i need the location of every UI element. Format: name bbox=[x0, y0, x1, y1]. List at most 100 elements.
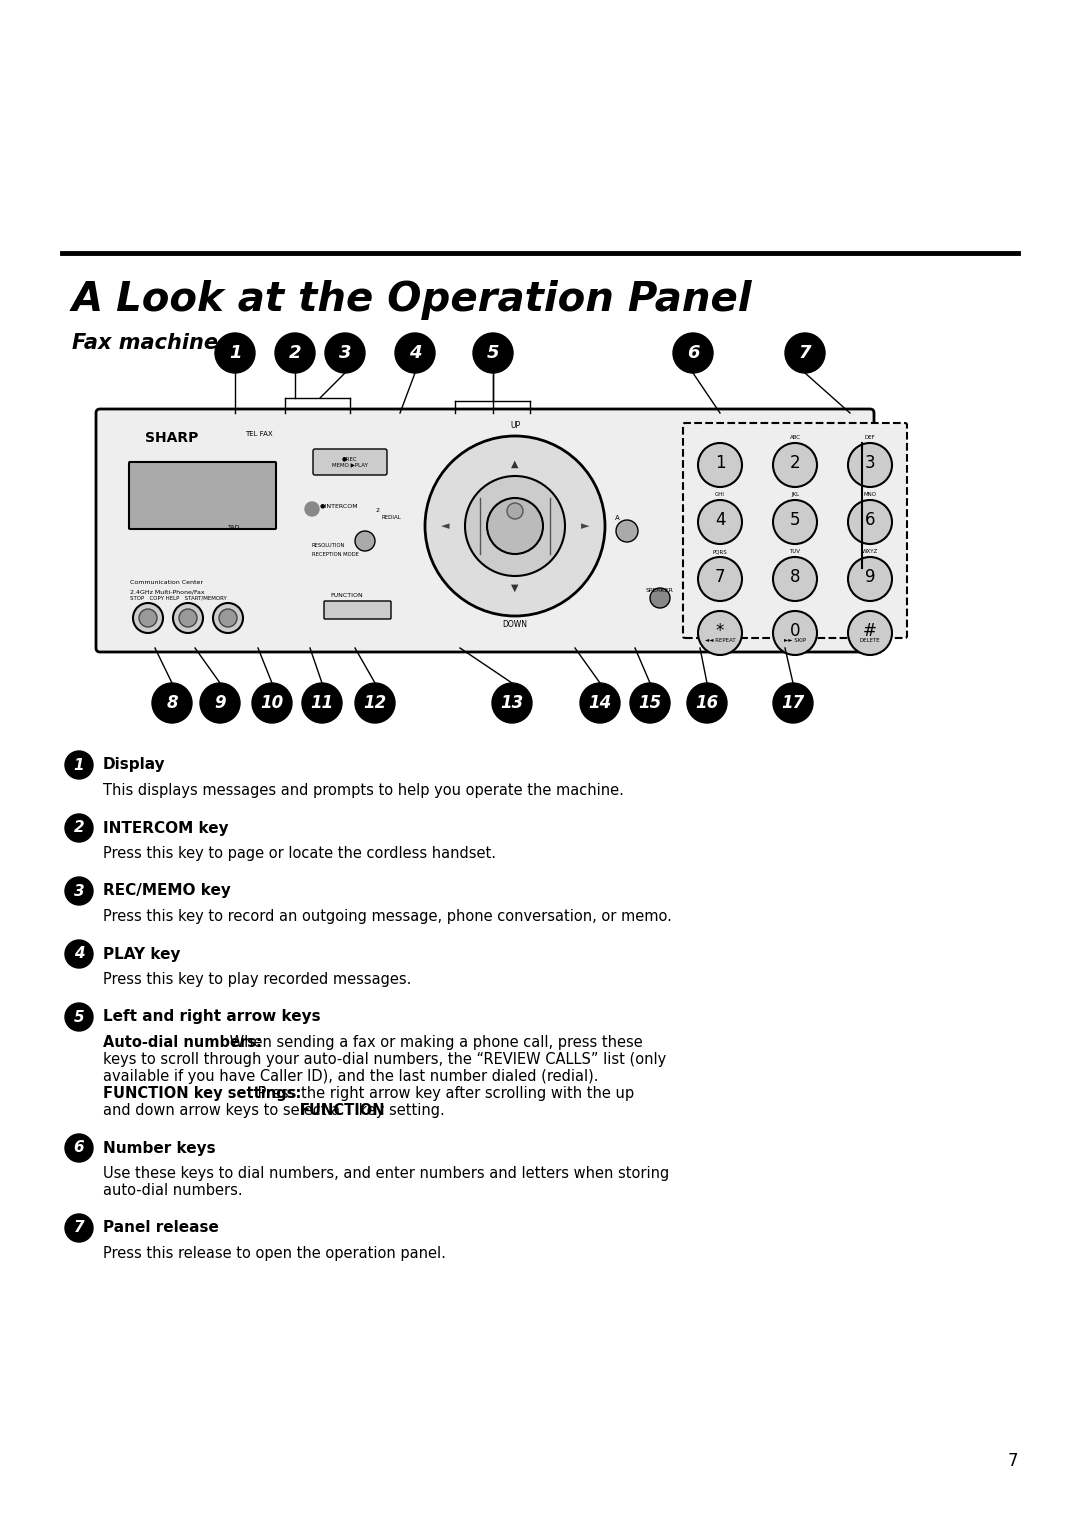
Circle shape bbox=[487, 498, 543, 555]
Text: GHI: GHI bbox=[715, 492, 725, 497]
Circle shape bbox=[302, 683, 342, 723]
Text: 11: 11 bbox=[310, 694, 334, 712]
Text: 2: 2 bbox=[375, 507, 379, 513]
Text: 3: 3 bbox=[73, 883, 84, 898]
Circle shape bbox=[355, 532, 375, 552]
Text: 14: 14 bbox=[589, 694, 611, 712]
Circle shape bbox=[687, 683, 727, 723]
Text: 4: 4 bbox=[408, 344, 421, 362]
Text: 12: 12 bbox=[363, 694, 387, 712]
Circle shape bbox=[630, 683, 670, 723]
Text: 13: 13 bbox=[500, 694, 524, 712]
Text: FUNCTION: FUNCTION bbox=[300, 1103, 386, 1118]
Circle shape bbox=[426, 435, 605, 616]
Text: ►: ► bbox=[581, 521, 590, 532]
Circle shape bbox=[848, 500, 892, 544]
Text: *: * bbox=[716, 622, 725, 640]
Text: 1: 1 bbox=[73, 758, 84, 773]
Text: ▼: ▼ bbox=[511, 584, 518, 593]
Text: REDIAL: REDIAL bbox=[382, 515, 402, 520]
Circle shape bbox=[355, 683, 395, 723]
Text: ABC: ABC bbox=[789, 435, 800, 440]
Text: Press this key to page or locate the cordless handset.: Press this key to page or locate the cor… bbox=[103, 847, 496, 860]
Text: 17: 17 bbox=[781, 694, 805, 712]
Circle shape bbox=[200, 683, 240, 723]
Text: 8: 8 bbox=[166, 694, 178, 712]
Text: auto-dial numbers.: auto-dial numbers. bbox=[103, 1183, 243, 1198]
Text: PQRS: PQRS bbox=[713, 549, 727, 555]
FancyBboxPatch shape bbox=[313, 449, 387, 475]
Text: Number keys: Number keys bbox=[103, 1140, 216, 1155]
Text: 9: 9 bbox=[214, 694, 226, 712]
Text: 5: 5 bbox=[73, 1010, 84, 1024]
Text: 7: 7 bbox=[799, 344, 811, 362]
Text: ►► SKIP: ►► SKIP bbox=[784, 639, 806, 643]
Text: ●REC
MEMO ▶PLAY: ●REC MEMO ▶PLAY bbox=[332, 457, 368, 468]
Circle shape bbox=[65, 1002, 93, 1031]
Circle shape bbox=[325, 333, 365, 373]
FancyBboxPatch shape bbox=[129, 461, 276, 529]
Circle shape bbox=[848, 611, 892, 656]
Text: 7: 7 bbox=[715, 568, 726, 587]
FancyBboxPatch shape bbox=[324, 601, 391, 619]
Text: 16: 16 bbox=[696, 694, 718, 712]
Circle shape bbox=[219, 610, 237, 626]
FancyBboxPatch shape bbox=[683, 423, 907, 639]
Text: ◄: ◄ bbox=[441, 521, 449, 532]
Circle shape bbox=[213, 604, 243, 633]
Circle shape bbox=[698, 611, 742, 656]
Circle shape bbox=[848, 443, 892, 487]
Text: ▲: ▲ bbox=[511, 458, 518, 469]
Circle shape bbox=[215, 333, 255, 373]
Circle shape bbox=[473, 333, 513, 373]
Text: 6: 6 bbox=[687, 344, 699, 362]
Text: ●INTERCOM: ●INTERCOM bbox=[320, 503, 359, 507]
Text: 9: 9 bbox=[865, 568, 875, 587]
Circle shape bbox=[305, 503, 319, 516]
Circle shape bbox=[848, 558, 892, 601]
Circle shape bbox=[616, 520, 638, 542]
Text: 6: 6 bbox=[865, 510, 875, 529]
Text: INTERCOM key: INTERCOM key bbox=[103, 821, 229, 836]
Text: 7: 7 bbox=[73, 1221, 84, 1236]
Circle shape bbox=[698, 558, 742, 601]
Text: A: A bbox=[615, 515, 620, 521]
Circle shape bbox=[65, 877, 93, 905]
Text: Press this key to play recorded messages.: Press this key to play recorded messages… bbox=[103, 972, 411, 987]
Text: 6: 6 bbox=[73, 1140, 84, 1155]
Text: When sending a fax or making a phone call, press these: When sending a fax or making a phone cal… bbox=[226, 1034, 644, 1050]
Circle shape bbox=[65, 1215, 93, 1242]
Text: 0: 0 bbox=[789, 622, 800, 640]
Circle shape bbox=[65, 814, 93, 842]
Text: 15: 15 bbox=[638, 694, 662, 712]
Text: This displays messages and prompts to help you operate the machine.: This displays messages and prompts to he… bbox=[103, 782, 624, 798]
Circle shape bbox=[179, 610, 197, 626]
Text: Panel release: Panel release bbox=[103, 1221, 219, 1236]
Circle shape bbox=[698, 443, 742, 487]
Circle shape bbox=[785, 333, 825, 373]
Circle shape bbox=[133, 604, 163, 633]
Text: TAD: TAD bbox=[228, 526, 241, 530]
Text: 2.4GHz Multi-Phone/Fax: 2.4GHz Multi-Phone/Fax bbox=[130, 590, 204, 594]
Text: REC/MEMO key: REC/MEMO key bbox=[103, 883, 231, 898]
Circle shape bbox=[173, 604, 203, 633]
Text: DOWN: DOWN bbox=[502, 620, 527, 630]
Text: Display: Display bbox=[103, 758, 165, 773]
Text: 5: 5 bbox=[487, 344, 499, 362]
Text: 5: 5 bbox=[789, 510, 800, 529]
Circle shape bbox=[395, 333, 435, 373]
Text: 3: 3 bbox=[865, 454, 875, 472]
Text: 2: 2 bbox=[73, 821, 84, 836]
Circle shape bbox=[773, 683, 813, 723]
Text: 2: 2 bbox=[789, 454, 800, 472]
Circle shape bbox=[65, 750, 93, 779]
Text: available if you have Caller ID), and the last number dialed (redial).: available if you have Caller ID), and th… bbox=[103, 1070, 598, 1083]
Text: 4: 4 bbox=[715, 510, 726, 529]
Text: JKL: JKL bbox=[791, 492, 799, 497]
Circle shape bbox=[773, 611, 816, 656]
Text: UP: UP bbox=[510, 422, 521, 429]
Circle shape bbox=[580, 683, 620, 723]
Text: 8: 8 bbox=[789, 568, 800, 587]
Text: Communication Center: Communication Center bbox=[130, 581, 203, 585]
FancyBboxPatch shape bbox=[96, 410, 874, 652]
